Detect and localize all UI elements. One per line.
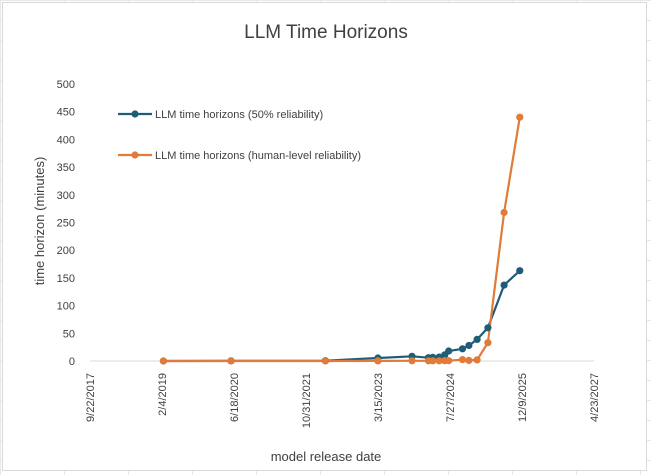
x-tick-label: 3/15/2023	[373, 373, 385, 422]
y-axis-title: time horizon (minutes)	[32, 157, 47, 286]
legend-marker-1	[131, 110, 139, 118]
x-tick-label: 6/18/2020	[229, 373, 241, 422]
x-axis-ticks: 9/22/2017 2/4/2019 6/18/2020 10/31/2021 3/15…	[85, 373, 601, 428]
data-point-series-2	[408, 357, 416, 365]
data-point-series-1	[516, 267, 524, 275]
data-point-series-2	[445, 357, 453, 365]
x-tick-label: 10/31/2021	[301, 373, 313, 428]
y-tick-label: 250	[57, 218, 75, 230]
legend-marker-2	[131, 151, 139, 159]
y-tick-label: 100	[57, 301, 75, 313]
data-point-series-1	[473, 335, 481, 343]
legend-label-1: LLM time horizons (50% reliability)	[155, 109, 323, 121]
y-tick-label: 300	[57, 190, 75, 202]
x-tick-label: 12/9/2025	[517, 373, 529, 422]
data-point-series-2	[321, 357, 329, 365]
data-point-series-1	[484, 324, 492, 332]
x-tick-label: 9/22/2017	[85, 373, 97, 422]
data-point-series-2	[227, 357, 235, 365]
y-tick-label: 50	[63, 328, 75, 340]
chart-area[interactable]	[2, 2, 647, 471]
data-point-series-2	[516, 113, 524, 121]
data-point-series-2	[374, 357, 382, 365]
data-point-series-2	[500, 208, 508, 217]
data-point-series-2	[435, 357, 443, 365]
data-point-series-2	[465, 356, 473, 364]
chart-title: LLM Time Horizons	[244, 22, 408, 43]
data-point-series-2	[484, 339, 492, 347]
y-tick-label: 150	[57, 273, 75, 285]
legend-label-2: LLM time horizons (human-level reliabili…	[155, 150, 361, 162]
legend: LLM time horizons (50% reliability) LLM t…	[118, 109, 361, 162]
y-tick-label: 450	[57, 107, 75, 119]
y-tick-label: 200	[57, 245, 75, 257]
x-tick-label: 4/23/2027	[589, 373, 601, 422]
y-tick-label: 350	[57, 162, 75, 174]
data-point-series-2	[458, 356, 467, 364]
data-point-series-2	[159, 357, 167, 365]
x-tick-label: 7/27/2024	[445, 373, 457, 422]
y-axis-ticks: 0 50 100 150 200 250 300 350 400 450 500	[57, 79, 75, 368]
x-tick-label: 2/4/2019	[157, 373, 169, 416]
series-layer	[159, 113, 524, 365]
y-tick-label: 500	[57, 79, 75, 91]
data-point-series-1	[500, 281, 508, 289]
x-axis-title: model release date	[271, 449, 382, 464]
data-point-series-2	[473, 356, 481, 364]
data-point-series-1	[458, 345, 467, 353]
data-point-series-1	[465, 341, 473, 350]
data-point-series-1	[445, 347, 453, 355]
data-point-series-2	[429, 357, 437, 365]
y-tick-label: 0	[69, 356, 75, 368]
y-tick-label: 400	[57, 134, 75, 146]
